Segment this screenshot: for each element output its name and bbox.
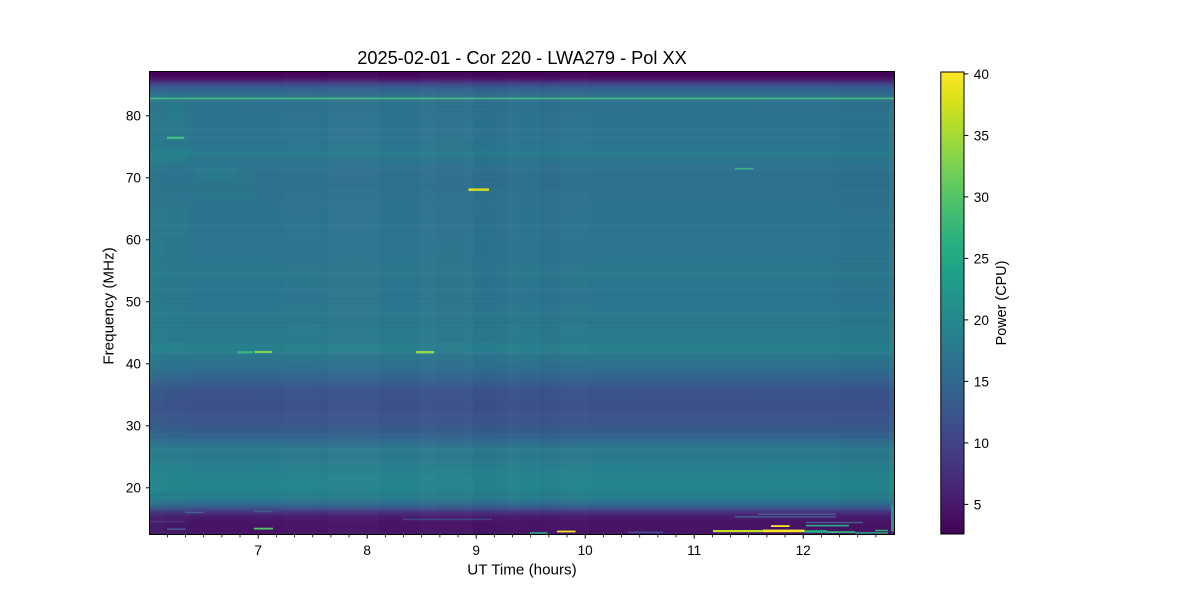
svg-text:35: 35 [974, 128, 989, 143]
svg-text:2025-02-01 - Cor 220 - LWA279: 2025-02-01 - Cor 220 - LWA279 - Pol XX [357, 48, 687, 68]
svg-text:8: 8 [363, 543, 371, 558]
svg-text:70: 70 [126, 171, 142, 186]
svg-text:12: 12 [796, 543, 811, 558]
svg-text:20: 20 [974, 313, 990, 328]
svg-text:10: 10 [578, 543, 594, 558]
svg-text:50: 50 [126, 295, 142, 310]
svg-text:9: 9 [472, 543, 480, 558]
svg-text:40: 40 [974, 67, 990, 82]
svg-text:30: 30 [126, 419, 142, 434]
svg-text:40: 40 [126, 357, 142, 372]
svg-text:UT Time (hours): UT Time (hours) [467, 562, 576, 579]
svg-text:80: 80 [126, 109, 142, 124]
svg-text:60: 60 [126, 233, 142, 248]
svg-text:30: 30 [974, 190, 990, 205]
svg-text:Frequency (MHz): Frequency (MHz) [101, 247, 118, 364]
svg-text:11: 11 [687, 543, 701, 558]
svg-text:5: 5 [974, 497, 982, 512]
svg-text:15: 15 [974, 374, 989, 389]
svg-text:Power (CPU): Power (CPU) [994, 261, 1010, 346]
svg-text:7: 7 [254, 543, 262, 558]
svg-text:10: 10 [974, 436, 990, 451]
svg-text:20: 20 [126, 481, 142, 496]
svg-text:25: 25 [974, 251, 989, 266]
